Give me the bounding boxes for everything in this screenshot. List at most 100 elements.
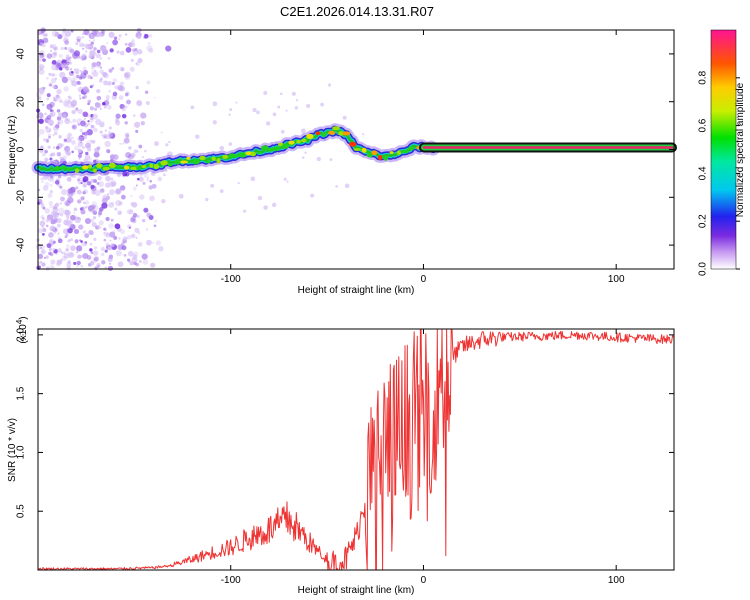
- noise-dot: [41, 217, 46, 221]
- noise-dot: [99, 130, 103, 134]
- noise-dot: [135, 262, 140, 267]
- noise-dot: [80, 44, 83, 47]
- noise-dot: [96, 49, 101, 54]
- noise-dot: [124, 121, 128, 125]
- noise-dot: [90, 41, 94, 45]
- noise-dot: [48, 83, 52, 87]
- noise-dot: [144, 90, 149, 94]
- noise-dot: [110, 180, 117, 187]
- noise-dot: [257, 195, 263, 201]
- noise-dot: [76, 189, 82, 195]
- noise-dot: [89, 242, 93, 246]
- noise-dot: [43, 138, 47, 142]
- noise-dot: [79, 97, 82, 100]
- noise-dot: [121, 242, 125, 246]
- noise-dot: [143, 207, 149, 213]
- snr-panel: -100 0 100 0.5 1.0 1.5 2.0 Height of straight…: [7, 316, 675, 596]
- ridge-blob: [296, 139, 302, 144]
- colorbar-ticks: 0.0 0.2 0.4 0.6 0.8: [698, 70, 740, 276]
- noise-dot: [136, 100, 143, 107]
- noise-dot: [75, 251, 79, 254]
- noise-dot: [102, 71, 108, 78]
- noise-dot: [37, 253, 44, 260]
- noise-dot: [95, 53, 101, 59]
- noise-dot: [127, 258, 131, 262]
- ridge-blob: [206, 160, 211, 164]
- noise-dot: [125, 91, 130, 96]
- noise-dot: [210, 183, 215, 188]
- noise-dot: [40, 91, 44, 95]
- noise-dot: [115, 113, 121, 119]
- noise-dot: [44, 33, 48, 37]
- noise-dot: [52, 134, 55, 137]
- noise-dot: [83, 29, 90, 36]
- noise-dot: [271, 202, 277, 208]
- noise-dot: [64, 30, 72, 37]
- noise-dot: [61, 255, 67, 261]
- noise-dot: [136, 49, 143, 55]
- noise-dot: [88, 248, 93, 252]
- noise-dot: [127, 235, 132, 240]
- snr-x-ticks: -100 0 100: [221, 329, 625, 586]
- ridge-blob: [366, 152, 373, 158]
- noise-dot: [105, 242, 110, 247]
- noise-dot: [328, 83, 332, 87]
- noise-dot: [151, 171, 155, 176]
- noise-dot: [76, 260, 81, 266]
- noise-dot: [40, 215, 45, 219]
- noise-dot: [81, 43, 85, 47]
- noise-dot: [42, 37, 49, 44]
- noise-dot: [228, 113, 231, 116]
- noise-dot: [90, 184, 95, 190]
- noise-dot: [105, 94, 110, 100]
- noise-dot: [69, 223, 76, 231]
- noise-dot: [90, 218, 94, 223]
- noise-dot: [61, 76, 69, 84]
- noise-dot: [323, 138, 327, 142]
- noise-dot: [108, 202, 115, 208]
- noise-dot: [115, 188, 122, 195]
- noise-dot: [37, 87, 43, 93]
- noise-dot: [125, 47, 132, 53]
- noise-dot: [67, 95, 71, 99]
- ridge-blob: [228, 153, 236, 158]
- noise-dot: [138, 176, 144, 182]
- noise-dot: [38, 118, 44, 124]
- noise-dot: [101, 252, 105, 256]
- noise-dot: [89, 50, 96, 57]
- ridge-blob: [192, 159, 200, 165]
- noise-dot: [114, 118, 120, 123]
- noise-dot: [144, 33, 149, 39]
- ridge-blob: [306, 133, 314, 140]
- noise-dot: [80, 181, 83, 185]
- noise-dot: [53, 43, 56, 46]
- noise-dot: [122, 142, 125, 145]
- noise-dot: [87, 147, 92, 152]
- noise-dot: [54, 77, 58, 81]
- noise-dot: [99, 107, 102, 110]
- noise-dot: [121, 107, 126, 112]
- noise-dot: [66, 102, 73, 109]
- noise-dot: [73, 50, 80, 57]
- noise-dot: [104, 140, 111, 148]
- noise-dot: [90, 44, 94, 48]
- noise-dot: [112, 91, 118, 97]
- noise-dot: [304, 151, 307, 154]
- noise-dot: [138, 144, 143, 149]
- noise-dot: [100, 45, 107, 52]
- ridge-blob: [130, 166, 138, 171]
- noise-dot: [44, 112, 47, 116]
- noise-dot: [107, 132, 113, 138]
- noise-dot: [263, 91, 268, 96]
- noise-dot: [46, 243, 52, 249]
- ridge-blob: [180, 160, 188, 164]
- noise-dot: [132, 186, 137, 191]
- snr-ytick-label: 1.5: [16, 386, 27, 400]
- noise-dot: [141, 218, 146, 223]
- ridge-blob: [141, 165, 147, 169]
- noise-dot: [92, 39, 96, 42]
- colorbar-tick-label: 0.0: [698, 262, 709, 276]
- snr-y-scale-suffix: ): [18, 316, 29, 319]
- ridge-blob: [272, 146, 281, 152]
- noise-dot: [195, 134, 200, 139]
